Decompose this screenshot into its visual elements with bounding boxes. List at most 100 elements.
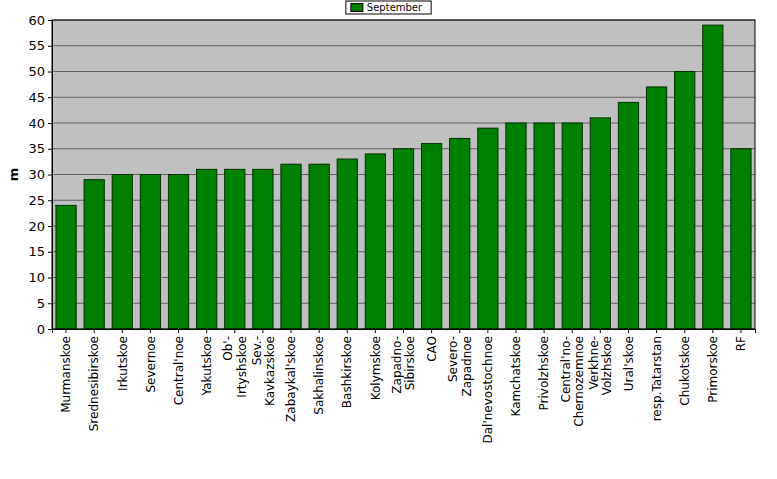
y-tick-label: 45: [28, 90, 45, 105]
x-tick-label: Srednesibirskoe: [87, 336, 101, 431]
x-tick: Central'noe: [172, 329, 186, 405]
grid-line: [52, 71, 755, 72]
x-tick-mark: [150, 329, 151, 333]
x-tick: Ob'-Irtyshskoe: [221, 329, 248, 398]
x-tick: Kolymskoe: [369, 329, 383, 400]
bar: [309, 164, 329, 329]
x-tick-mark: [684, 329, 685, 333]
bar: [703, 25, 723, 329]
x-tick: Verkhne-Volzhskoe: [587, 329, 614, 395]
y-tick-mark: [48, 252, 52, 253]
x-tick-mark: [628, 329, 629, 333]
x-tick-mark: [459, 329, 460, 333]
x-tick: Privolzhskoe: [537, 329, 551, 410]
bar: [675, 72, 695, 330]
x-tick-mark: [572, 329, 573, 333]
bar: [534, 123, 554, 329]
x-tick: Severnoe: [144, 329, 158, 393]
y-tick-label: 35: [28, 141, 45, 156]
x-tick: Chukotskoe: [678, 329, 692, 406]
x-tick-label: Irkutskoe: [116, 336, 130, 391]
bar: [478, 128, 498, 329]
x-tick-mark: [544, 329, 545, 333]
y-tick-label: 20: [28, 219, 45, 234]
y-tick-mark: [48, 123, 52, 124]
x-tick-mark: [712, 329, 713, 333]
legend-box: [346, 1, 431, 14]
y-tick-mark: [48, 226, 52, 227]
x-tick: Kamchatskoe: [509, 329, 523, 416]
x-tick-label: RF: [734, 336, 748, 351]
y-tick-label: 55: [28, 38, 45, 53]
x-tick-mark: [178, 329, 179, 333]
y-tick: 60: [28, 13, 52, 28]
plot-frame: [52, 20, 755, 329]
y-tick: 40: [28, 116, 52, 131]
grid: [52, 20, 755, 329]
bar: [84, 180, 104, 329]
y-tick-label: 0: [37, 322, 45, 337]
y-tick-label: 5: [37, 296, 45, 311]
x-tick-label: Ob'-Irtyshskoe: [221, 336, 248, 398]
y-tick: 30: [28, 167, 52, 182]
legend: September: [346, 1, 431, 14]
x-tick-label: resp.Tatarstan: [650, 336, 664, 421]
x-tick-label: Sev.-Kavkazskoe: [250, 336, 277, 406]
x-tick-mark: [94, 329, 95, 333]
x-tick-label: Zapadno-Sibirskoe: [390, 336, 417, 394]
bar: [225, 169, 245, 329]
x-tick: resp.Tatarstan: [650, 329, 664, 421]
legend-item: September: [351, 2, 423, 13]
y-tick-mark: [48, 329, 52, 330]
x-tick: Irkutskoe: [116, 329, 130, 391]
x-tick-mark: [206, 329, 207, 333]
x-tick-mark: [600, 329, 601, 333]
y-tick-mark: [48, 97, 52, 98]
x-tick: CAO: [425, 329, 439, 362]
bar: [281, 164, 301, 329]
y-tick-label: 25: [28, 193, 45, 208]
legend-label: September: [367, 2, 423, 13]
y-tick-label: 40: [28, 116, 45, 131]
x-tick-label: Verkhne-Volzhskoe: [587, 336, 614, 395]
x-tick-mark: [740, 329, 741, 333]
y-tick-mark: [48, 20, 52, 21]
x-tick-mark: [375, 329, 376, 333]
bar: [253, 169, 273, 329]
y-tick-mark: [48, 278, 52, 279]
y-tick: 35: [28, 141, 52, 156]
bar: [421, 144, 441, 329]
x-tick-mark: [122, 329, 123, 333]
y-tick: 0: [37, 322, 52, 337]
x-tick: Severo-Zapadnoe: [446, 329, 473, 397]
y-axis: 051015202530354045505560: [28, 13, 52, 337]
y-tick-label: 15: [28, 244, 45, 259]
x-tick: RF: [734, 329, 748, 351]
y-tick-label: 60: [28, 13, 45, 28]
chart: 051015202530354045505560MurmanskoeSredne…: [0, 0, 777, 479]
x-tick: Sakhalinskoe: [312, 329, 326, 415]
x-tick: Zabaykal'skoe: [284, 329, 298, 422]
y-tick-mark: [48, 175, 52, 176]
y-tick: 55: [28, 38, 52, 53]
x-tick-label: Central'noe: [172, 336, 186, 405]
grid-line: [52, 45, 755, 46]
y-tick-mark: [48, 46, 52, 47]
x-tick: Primorskoe: [706, 329, 720, 403]
y-tick-mark: [48, 149, 52, 150]
y-tick: 5: [37, 296, 52, 311]
x-tick-mark: [656, 329, 657, 333]
x-tick-mark: [403, 329, 404, 333]
x-tick-mark: [319, 329, 320, 333]
x-tick-label: Kolymskoe: [369, 336, 383, 400]
y-tick: 20: [28, 219, 52, 234]
x-tick: Ural'skoe: [622, 329, 636, 391]
x-tick-label: Kamchatskoe: [509, 336, 523, 416]
x-tick-label: Primorskoe: [706, 336, 720, 403]
x-tick-label: CAO: [425, 336, 439, 362]
x-tick: Bashkirskoe: [340, 329, 354, 408]
x-tick: Dal'nevostochnoe: [481, 329, 495, 444]
bar: [168, 175, 188, 330]
bar: [337, 159, 357, 329]
x-tick-label: Yakutskoe: [200, 336, 214, 396]
